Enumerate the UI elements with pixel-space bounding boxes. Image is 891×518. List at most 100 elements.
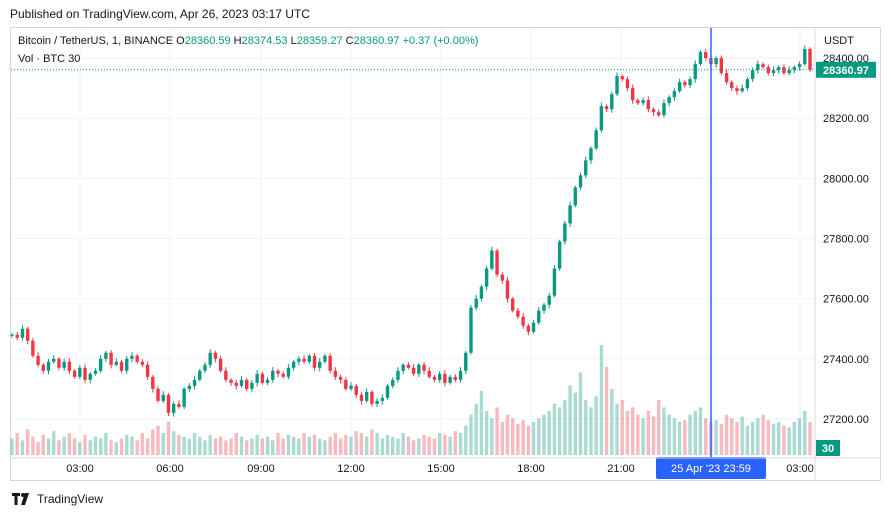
candle-body bbox=[297, 358, 301, 362]
volume-bar bbox=[688, 414, 692, 455]
volume-bar bbox=[651, 416, 656, 455]
candle-body bbox=[411, 367, 416, 374]
candle-body bbox=[448, 376, 452, 383]
volume-bar bbox=[578, 372, 583, 455]
candle-body bbox=[396, 370, 400, 380]
volume-bar bbox=[630, 407, 635, 455]
volume-bar bbox=[636, 414, 640, 455]
volume-bar bbox=[36, 442, 40, 455]
volume-bar bbox=[469, 414, 473, 455]
volume-bar bbox=[182, 436, 186, 455]
candle-body bbox=[182, 388, 186, 407]
published-caption: Published on TradingView.com, Apr 26, 20… bbox=[10, 7, 310, 21]
volume-bar bbox=[119, 438, 124, 455]
candle-body bbox=[208, 352, 212, 365]
candle-body bbox=[72, 370, 77, 377]
grid-lines bbox=[11, 28, 815, 458]
candle-body bbox=[490, 250, 494, 269]
candle-body bbox=[766, 67, 770, 74]
volume-bar bbox=[672, 418, 677, 455]
change-value: +0.37 (+0.00%) bbox=[402, 35, 479, 47]
last-price-badge bbox=[816, 61, 876, 78]
candle-body bbox=[511, 298, 515, 311]
volume-bar bbox=[286, 434, 291, 455]
candle-body bbox=[479, 286, 484, 299]
candle-body bbox=[46, 361, 51, 371]
candle-body bbox=[109, 352, 113, 365]
candle-body bbox=[636, 100, 640, 104]
last-price-label: 28360.97 bbox=[823, 65, 869, 77]
candle-body bbox=[557, 241, 562, 269]
candle-body bbox=[359, 394, 364, 401]
volume-bar bbox=[641, 418, 645, 455]
candle-body bbox=[693, 64, 697, 80]
candle-body bbox=[651, 109, 656, 113]
candle-body bbox=[657, 112, 661, 116]
candle-body bbox=[130, 355, 134, 359]
volume-bar bbox=[281, 438, 285, 455]
candle-body bbox=[427, 370, 431, 377]
candle-body bbox=[177, 403, 181, 407]
candle-body bbox=[83, 367, 87, 380]
volume-bar bbox=[464, 425, 468, 455]
volume-bar bbox=[547, 411, 551, 455]
volume-legend[interactable]: Vol · BTC 30 bbox=[18, 53, 80, 65]
volume-bar bbox=[610, 389, 614, 455]
volume-bar bbox=[391, 436, 395, 455]
candle-body bbox=[265, 379, 270, 383]
candle-body bbox=[542, 304, 546, 311]
candle-body bbox=[57, 358, 61, 368]
candle-body bbox=[563, 223, 567, 242]
candle-body bbox=[792, 67, 797, 71]
candle-body bbox=[276, 370, 280, 374]
volume-bar bbox=[719, 423, 724, 455]
volume-bar bbox=[46, 438, 51, 455]
tradingview-logo-icon bbox=[12, 493, 29, 505]
volume-bar bbox=[67, 433, 72, 455]
candle-body bbox=[302, 358, 306, 362]
volume-bar bbox=[714, 420, 718, 455]
candle-body bbox=[307, 355, 311, 362]
high-value: 28374.53 bbox=[241, 35, 288, 47]
volume-bar bbox=[396, 438, 400, 455]
volume-bar bbox=[344, 434, 348, 455]
volume-bar bbox=[646, 411, 651, 455]
symbol-legend[interactable]: Bitcoin / TetherUS, 1, BINANCE O28360.59… bbox=[18, 35, 478, 47]
candle-body bbox=[630, 88, 635, 101]
candle-body bbox=[250, 382, 254, 389]
candle-body bbox=[15, 334, 19, 338]
volume-bar bbox=[72, 438, 77, 455]
x-tick-label: 03:00 bbox=[66, 463, 94, 475]
candle-body bbox=[166, 394, 171, 413]
tradingview-brand[interactable]: TradingView bbox=[12, 492, 103, 506]
candle-body bbox=[808, 49, 812, 70]
candle-body bbox=[625, 79, 630, 89]
candle-body bbox=[333, 370, 338, 377]
volume-bar bbox=[557, 407, 562, 455]
x-tick-label: 06:00 bbox=[156, 463, 184, 475]
volume-bar bbox=[756, 418, 760, 455]
candle-body bbox=[328, 355, 332, 371]
candle-body bbox=[140, 361, 145, 365]
volume-bar bbox=[693, 411, 697, 455]
volume-bar bbox=[312, 434, 317, 455]
volume-bar bbox=[599, 345, 604, 455]
candle-body bbox=[484, 268, 489, 287]
candle-body bbox=[119, 361, 124, 371]
candle-body bbox=[349, 385, 353, 389]
volume-bar bbox=[782, 425, 786, 455]
volume-bar bbox=[104, 433, 108, 455]
candle-body bbox=[380, 397, 385, 401]
candle-body bbox=[610, 94, 614, 110]
x-tick-label: 09:00 bbox=[247, 463, 275, 475]
candle-body bbox=[495, 250, 499, 275]
volume-bar bbox=[448, 436, 452, 455]
currency-label[interactable]: USDT bbox=[824, 35, 854, 47]
x-tick-label: 03:00 bbox=[786, 463, 814, 475]
volume-bar bbox=[563, 400, 567, 455]
candle-body bbox=[432, 376, 437, 380]
volume-bar bbox=[516, 423, 520, 455]
volume-bar bbox=[724, 414, 729, 455]
candle-body bbox=[443, 373, 447, 383]
